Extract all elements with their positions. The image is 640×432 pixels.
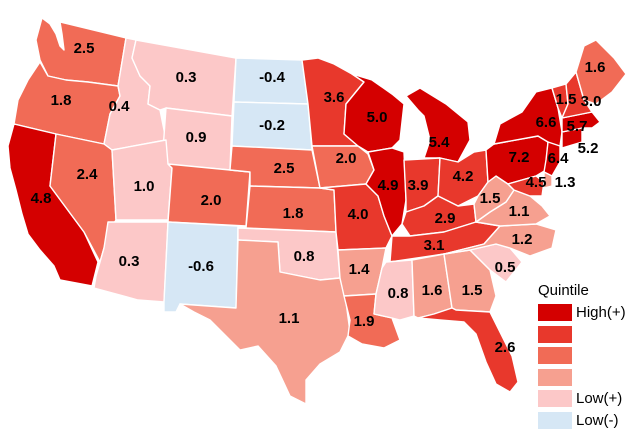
label-wa: 2.5 bbox=[74, 40, 95, 57]
state-fl bbox=[417, 307, 519, 393]
legend-swatch-q3 bbox=[538, 347, 572, 365]
legend-row-low-plus: Low(+) bbox=[538, 389, 638, 409]
legend-row-q3 bbox=[538, 346, 638, 366]
label-nj: 6.4 bbox=[548, 150, 570, 167]
state-de bbox=[543, 171, 553, 189]
label-fl: 2.6 bbox=[495, 339, 516, 356]
legend-swatch-high-plus bbox=[538, 304, 572, 322]
label-oh: 4.2 bbox=[453, 168, 474, 185]
label-az: 0.3 bbox=[119, 253, 140, 270]
label-de: 1.3 bbox=[555, 174, 576, 191]
label-co: 2.0 bbox=[201, 192, 222, 209]
label-ar: 1.4 bbox=[349, 261, 371, 278]
legend-row-q2 bbox=[538, 325, 638, 345]
label-wy: 0.9 bbox=[186, 129, 207, 146]
label-me: 1.6 bbox=[585, 59, 606, 76]
legend-label-high-plus: High(+) bbox=[576, 304, 626, 322]
label-wi: 5.0 bbox=[367, 109, 388, 126]
label-sc: 0.5 bbox=[495, 259, 516, 276]
label-in: 3.9 bbox=[408, 177, 429, 194]
legend-title: Quintile bbox=[538, 282, 589, 299]
label-ok: 0.8 bbox=[294, 248, 315, 265]
label-al: 1.6 bbox=[422, 282, 443, 299]
state-value-labels: 2.5 1.8 4.8 0.4 2.4 0.3 0.9 1.0 0.3 2.0 … bbox=[31, 40, 606, 356]
label-nh: 3.0 bbox=[581, 93, 602, 110]
label-il: 4.9 bbox=[378, 177, 399, 194]
label-mi: 5.4 bbox=[429, 134, 451, 151]
state-me bbox=[575, 39, 627, 105]
legend-row-q4 bbox=[538, 368, 638, 388]
label-mt: 0.3 bbox=[176, 69, 197, 86]
state-md bbox=[507, 175, 545, 197]
legend-label-low-plus: Low(+) bbox=[576, 390, 623, 408]
label-or: 1.8 bbox=[51, 92, 72, 109]
label-nd: -0.4 bbox=[259, 69, 286, 86]
label-mn: 3.6 bbox=[324, 89, 345, 106]
legend-swatch-low-plus bbox=[538, 390, 572, 408]
label-ms: 0.8 bbox=[388, 285, 409, 302]
label-id: 0.4 bbox=[109, 98, 131, 115]
label-md: 4.5 bbox=[526, 174, 547, 191]
label-la: 1.9 bbox=[354, 313, 375, 330]
label-tx: 1.1 bbox=[279, 310, 300, 327]
legend-label-low-minus: Low(-) bbox=[576, 411, 619, 429]
label-ky: 2.9 bbox=[435, 210, 456, 227]
legend-row-low-minus: Low(-) bbox=[538, 411, 638, 431]
legend-swatch-low-minus bbox=[538, 411, 572, 429]
legend-row-high-plus: High(+) bbox=[538, 303, 638, 323]
label-ks: 1.8 bbox=[283, 205, 304, 222]
label-nm: -0.6 bbox=[188, 258, 214, 275]
label-ne: 2.5 bbox=[274, 160, 295, 177]
label-ia: 2.0 bbox=[336, 150, 357, 167]
label-va: 1.1 bbox=[509, 203, 530, 220]
label-tn: 3.1 bbox=[424, 237, 445, 254]
label-mo: 4.0 bbox=[348, 206, 369, 223]
label-nc: 1.2 bbox=[512, 231, 533, 248]
legend-swatch-q4 bbox=[538, 368, 572, 386]
label-nv: 2.4 bbox=[77, 166, 99, 183]
label-ma: 5.7 bbox=[567, 118, 588, 135]
label-wv: 1.5 bbox=[480, 190, 501, 207]
label-vt: 1.5 bbox=[556, 91, 577, 108]
state-shapes bbox=[7, 17, 627, 405]
legend-swatch-q2 bbox=[538, 325, 572, 343]
label-ut: 1.0 bbox=[134, 178, 155, 195]
label-ny: 6.6 bbox=[536, 114, 557, 131]
label-pa: 7.2 bbox=[509, 149, 530, 166]
label-sd: -0.2 bbox=[259, 117, 285, 134]
label-ct: 5.2 bbox=[578, 140, 599, 157]
label-ga: 1.5 bbox=[462, 282, 483, 299]
state-ny bbox=[493, 87, 563, 151]
label-ca: 4.8 bbox=[31, 190, 52, 207]
state-tx bbox=[179, 239, 351, 405]
legend: Quintile High(+) Low(+) Low(-) bbox=[538, 282, 638, 432]
